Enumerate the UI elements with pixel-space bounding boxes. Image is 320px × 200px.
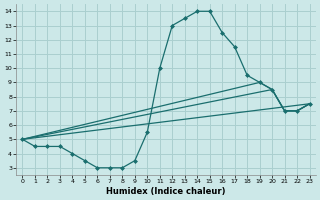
X-axis label: Humidex (Indice chaleur): Humidex (Indice chaleur) [106, 187, 226, 196]
